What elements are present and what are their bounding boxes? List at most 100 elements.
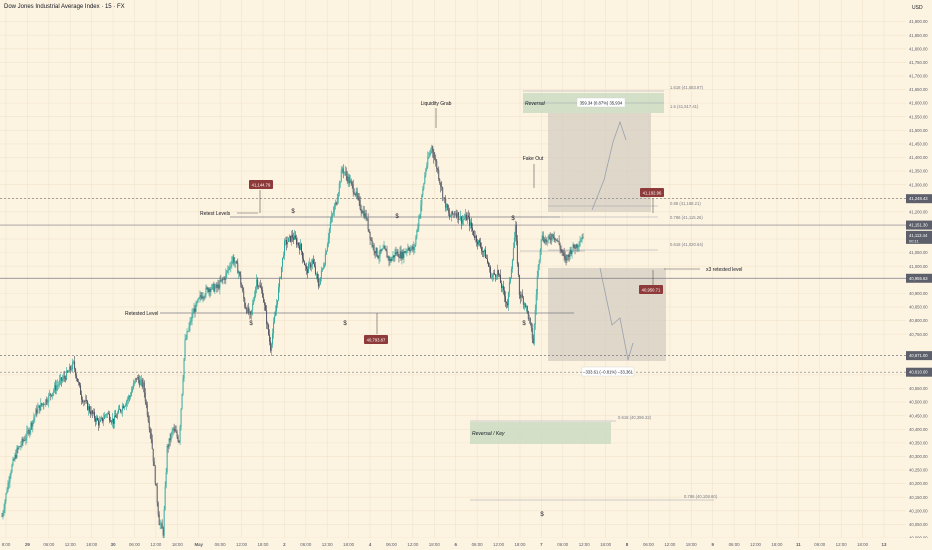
x-tick-label: 12:00 — [836, 542, 848, 547]
candle-body — [458, 212, 460, 220]
x-tick-label: 2 — [283, 542, 286, 547]
candle-body — [352, 184, 354, 193]
candle-body — [490, 267, 491, 278]
candle-body — [114, 415, 116, 418]
candle-body — [471, 222, 473, 228]
projection-up-path — [591, 120, 627, 211]
candle-body — [520, 294, 522, 298]
y-tick-label: 40,400.00 — [909, 427, 928, 432]
candle-body — [29, 429, 31, 434]
x-tick-label: 06:00 — [43, 542, 55, 547]
candle-body — [147, 414, 149, 422]
candle-body — [571, 250, 573, 254]
candle-body — [505, 301, 507, 304]
candle-body — [360, 208, 362, 212]
candle-body — [259, 285, 261, 287]
candle-body — [529, 318, 531, 323]
candle-body — [350, 180, 352, 183]
x-tick-label: 12:00 — [322, 542, 334, 547]
candle-body — [235, 261, 237, 263]
price-axis-tag — [906, 194, 932, 204]
candle-body — [546, 240, 548, 243]
candle-body — [278, 287, 280, 301]
candle-body — [460, 216, 462, 220]
candle-body — [303, 261, 305, 266]
candle-body — [277, 300, 279, 305]
candle-body — [314, 266, 316, 274]
candle-body — [477, 241, 478, 245]
y-tick-label: 40,500.00 — [909, 400, 928, 405]
candle-body — [94, 411, 95, 419]
candle-body — [298, 242, 299, 246]
candle-body — [293, 237, 294, 240]
candle-body — [313, 263, 315, 267]
candle-body — [30, 422, 32, 430]
candle-body — [467, 215, 469, 221]
candle-body — [555, 239, 557, 241]
candle-body — [385, 248, 387, 252]
candle-body — [148, 421, 150, 429]
candle-body — [347, 176, 349, 182]
candle-body — [142, 382, 144, 387]
candle-body — [424, 175, 426, 184]
candle-body — [1, 516, 3, 517]
x-tick-label: 06:00 — [472, 542, 484, 547]
candle-body — [364, 213, 366, 218]
candle-body — [83, 401, 85, 403]
candle-body — [398, 256, 400, 258]
candle-body — [393, 255, 395, 258]
candle-body — [444, 197, 446, 199]
candle-body — [396, 251, 398, 254]
candle-body — [391, 258, 393, 261]
candle-body — [274, 316, 276, 323]
candle-body — [484, 249, 485, 252]
candle-body — [568, 255, 570, 258]
candle-body — [514, 224, 516, 238]
candle-body — [452, 211, 454, 215]
candle-body — [246, 308, 248, 313]
candle-body — [412, 246, 414, 250]
candle-body — [376, 247, 378, 257]
candle-body — [122, 405, 124, 409]
candle-body — [522, 297, 524, 305]
y-tick-label: 40,850.00 — [909, 305, 928, 310]
candle-body — [361, 211, 363, 214]
candle-body — [296, 238, 297, 245]
candle-body — [17, 447, 19, 449]
candle-body — [576, 244, 578, 248]
candle-body — [550, 239, 552, 241]
currency-label: USD — [912, 5, 923, 11]
candle-body — [190, 321, 192, 322]
retested-level-label: Retested Level — [125, 311, 158, 317]
candle-body — [168, 438, 170, 448]
candle-body — [150, 433, 152, 440]
candle-body — [479, 240, 480, 243]
candle-body — [103, 418, 104, 422]
dollar-mark: $ — [540, 512, 544, 518]
candle-body — [430, 150, 432, 154]
candle-body — [456, 213, 458, 218]
candle-body — [196, 301, 198, 303]
candle-body — [428, 156, 430, 158]
candle-body — [143, 382, 145, 393]
candle-body — [86, 400, 88, 402]
candle-body — [449, 212, 451, 218]
candle-body — [130, 391, 132, 396]
candle-body — [7, 483, 9, 492]
candle-body — [457, 212, 459, 218]
candle-body — [167, 445, 169, 448]
candle-body — [290, 235, 291, 242]
y-tick-label: 40,350.00 — [909, 440, 928, 445]
candle-body — [77, 378, 79, 382]
time-axis-bg — [0, 538, 932, 550]
candle-body — [73, 361, 75, 363]
candle-body — [309, 263, 311, 268]
candle-body — [372, 245, 374, 247]
candle-body — [401, 251, 403, 259]
x-tick-label: 4 — [369, 542, 372, 547]
y-tick-label: 41,800.00 — [909, 46, 928, 51]
candle-body — [363, 210, 365, 218]
candle-body — [42, 403, 44, 405]
y-tick-label: 41,750.00 — [909, 60, 928, 65]
